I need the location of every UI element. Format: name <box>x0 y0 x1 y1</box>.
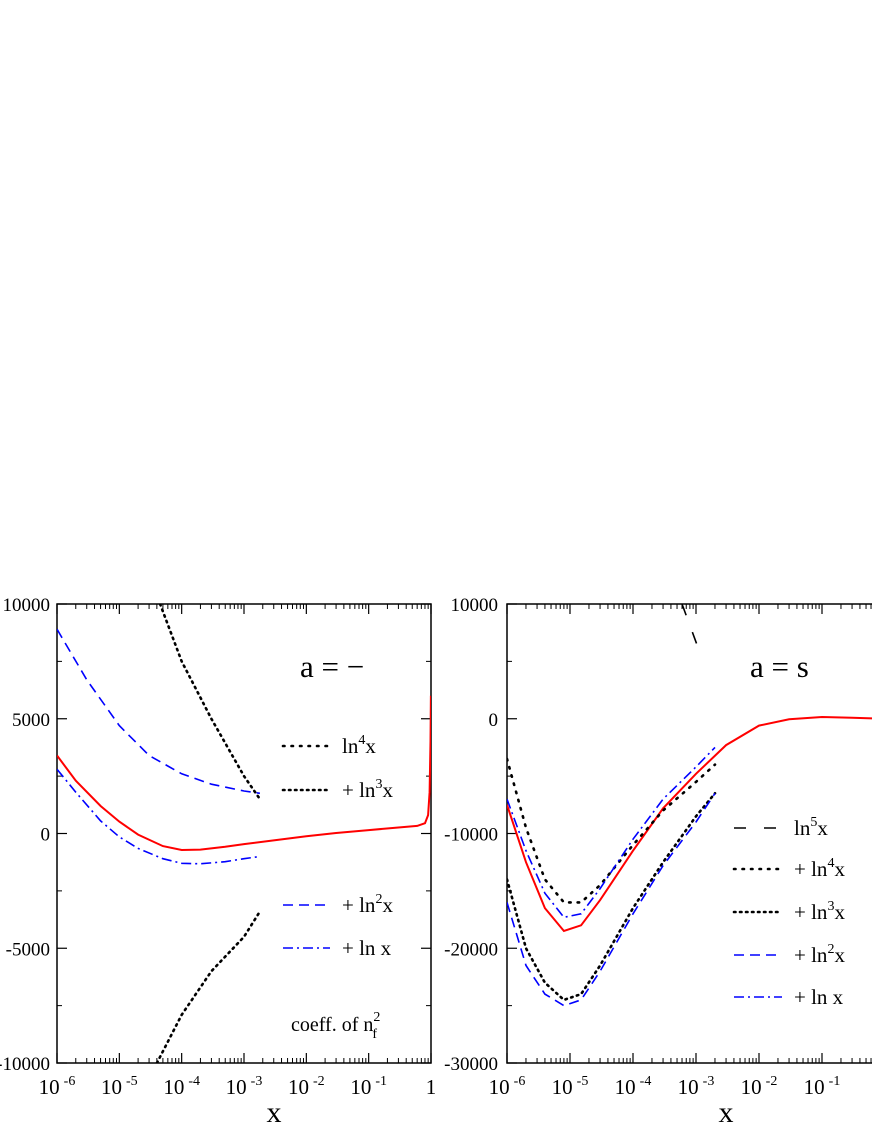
x-tick-label: 10 -4 <box>163 1074 200 1099</box>
legend-label: + ln2x <box>342 892 393 917</box>
x-tick-label: 10 -1 <box>350 1074 387 1099</box>
x-tick-label: 10 -4 <box>615 1074 652 1099</box>
legend-label: ln5x <box>794 815 828 840</box>
series-line-solid <box>57 695 431 852</box>
series-line-dash <box>507 792 716 1007</box>
x-tick-label: 10 -5 <box>101 1074 138 1099</box>
legend-label: + ln x <box>342 936 392 960</box>
y-tick-label: -10000 <box>0 1054 50 1075</box>
legend-label: ln4x <box>342 733 376 758</box>
series-line-dot <box>507 792 717 1002</box>
y-tick-label: 10000 <box>451 595 499 616</box>
series-line-dot <box>158 604 262 801</box>
coefficient-note: coeff. of n2 f <box>291 1010 380 1042</box>
x-tick-label: 10 -3 <box>678 1074 715 1099</box>
y-tick-label: -10000 <box>444 825 498 846</box>
legend-label: + ln3x <box>794 899 845 924</box>
y-tick-label: -20000 <box>444 939 498 960</box>
right-panel: 10 -6 10 -5 10 -4 10 -3 10 -2 10 -1 x -30000 -20000 -10… <box>444 595 872 1128</box>
legend-label: + ln3x <box>342 777 393 802</box>
y-tick-label: 5000 <box>12 710 50 731</box>
series-line-dot-sparse <box>507 757 717 904</box>
y-tick-label: -30000 <box>444 1054 498 1075</box>
x-tick-label: 10 -5 <box>552 1074 589 1099</box>
legend-label: + ln2x <box>794 942 845 967</box>
y-tick-label: 10000 <box>3 595 51 616</box>
series-line-dashdot <box>507 746 716 919</box>
x-tick-label: 10 -2 <box>741 1074 778 1099</box>
x-axis-label: x <box>267 1096 282 1128</box>
y-tick-label: -5000 <box>6 939 50 960</box>
y-tick-label: 0 <box>489 710 499 731</box>
series-line-dashdot <box>57 768 261 865</box>
y-tick-label: 0 <box>41 825 51 846</box>
series-line-longdash <box>681 604 702 656</box>
plot-frame <box>56 603 432 1064</box>
series-line-dot <box>155 910 262 1063</box>
left-panel: 10 -6 10 -5 10 -4 10 -3 10 -2 10 -1 1 x -10000 -5000 0 50… <box>0 595 436 1128</box>
x-tick-label: 10 -6 <box>489 1074 526 1099</box>
x-tick-label: 10 -6 <box>39 1074 76 1099</box>
panel-label: a = s <box>750 649 809 684</box>
x-tick-label: 10 -2 <box>288 1074 325 1099</box>
legend-label: + ln4x <box>794 856 845 881</box>
series-line-solid <box>507 715 872 933</box>
x-tick-label: 10 -1 <box>804 1074 841 1099</box>
panel-label: a = − <box>300 649 364 684</box>
legend-label: + ln x <box>794 985 844 1009</box>
x-tick-label: 10 -3 <box>226 1074 263 1099</box>
x-axis-label: x <box>719 1096 734 1128</box>
series-line-dash <box>57 628 261 795</box>
x-tick-label: 1 <box>426 1075 437 1099</box>
